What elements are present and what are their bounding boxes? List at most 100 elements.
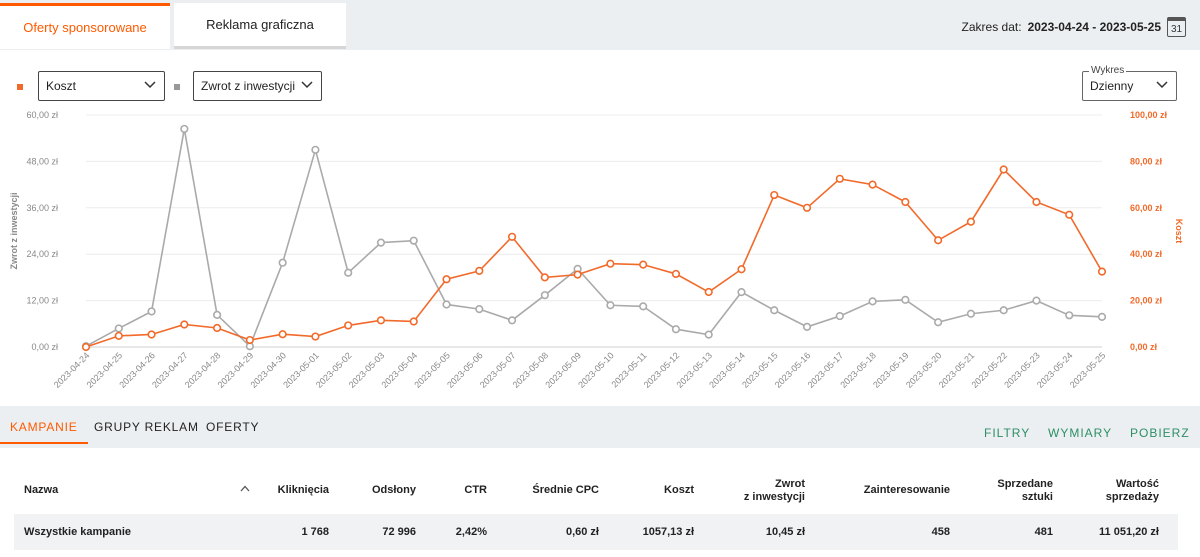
roi-point bbox=[180, 124, 189, 134]
col-value-header-line2: sprzedaży bbox=[1105, 491, 1159, 503]
roi-point bbox=[442, 300, 451, 309]
cost-point bbox=[704, 287, 713, 297]
cost-point bbox=[507, 232, 517, 241]
col-value-header-line1: Wartość bbox=[1116, 478, 1159, 490]
granularity-value: Dzienny bbox=[1090, 79, 1134, 93]
calendar-icon[interactable]: 31 bbox=[1167, 17, 1186, 37]
cost-point bbox=[147, 330, 156, 339]
roi-point bbox=[639, 302, 648, 311]
granularity-select[interactable]: Wykres Dzienny bbox=[1082, 65, 1177, 101]
roi-point bbox=[868, 297, 877, 306]
col-name-header[interactable]: Nazwa bbox=[24, 484, 59, 496]
roi-point bbox=[934, 318, 943, 327]
cost-point bbox=[409, 317, 418, 326]
cost-point bbox=[344, 321, 353, 330]
roi-point bbox=[344, 268, 353, 277]
total-cost: 1057,13 zł bbox=[642, 526, 694, 538]
cost-point bbox=[639, 260, 648, 269]
cost-point bbox=[573, 270, 582, 279]
chevron-down-icon bbox=[1156, 81, 1168, 89]
y-right-axis-title: Koszt bbox=[1174, 219, 1184, 244]
roi-legend-square bbox=[174, 84, 180, 90]
subtab-offers[interactable]: OFERTY bbox=[206, 420, 260, 434]
y-right-tick-label: 0,00 zł bbox=[1130, 342, 1158, 352]
roi-point bbox=[1097, 312, 1107, 321]
cost-point bbox=[212, 323, 222, 333]
subtabs-bar: KAMPANIE GRUPY REKLAM OFERTY FILTRY WYMI… bbox=[0, 406, 1200, 448]
y-left-tick-label: 24,00 zł bbox=[26, 249, 58, 259]
y-left-tick-label: 60,00 zł bbox=[26, 110, 58, 120]
roi-point bbox=[507, 316, 517, 325]
roi-point bbox=[475, 305, 484, 314]
col-views-header[interactable]: Odsłony bbox=[371, 484, 416, 496]
metric2-select[interactable]: Zwrot z inwestycji bbox=[193, 71, 322, 101]
roi-series-line bbox=[85, 128, 1103, 348]
col-roi-header-line1: Zwrot bbox=[775, 478, 805, 490]
cost-point bbox=[868, 180, 877, 189]
col-cost-header[interactable]: Koszt bbox=[664, 484, 694, 496]
granularity-label: Wykres bbox=[1089, 65, 1127, 76]
top-bar: Oferty sponsorowane Reklama graficzna Za… bbox=[0, 0, 1200, 50]
col-cpc-header[interactable]: Średnie CPC bbox=[532, 484, 599, 496]
download-button[interactable]: POBIERZ bbox=[1130, 426, 1190, 440]
total-clicks: 1 768 bbox=[301, 526, 329, 538]
col-value-header[interactable]: Wartość sprzedaży bbox=[1106, 478, 1159, 504]
tab-display-ads[interactable]: Reklama graficzna bbox=[174, 3, 346, 49]
chevron-down-icon bbox=[301, 81, 313, 89]
date-range[interactable]: Zakres dat: 2023-04-24 - 2023-05-25 31 bbox=[962, 17, 1186, 37]
filters-button[interactable]: FILTRY bbox=[984, 426, 1031, 440]
col-clicks-header[interactable]: Kliknięcia bbox=[277, 484, 329, 496]
y-right-tick-label: 100,00 zł bbox=[1130, 110, 1168, 120]
total-ctr: 2,42% bbox=[455, 526, 487, 538]
roi-point bbox=[606, 301, 615, 310]
total-views: 72 996 bbox=[382, 526, 416, 538]
cost-point bbox=[114, 331, 123, 340]
cost-point bbox=[901, 197, 910, 207]
cost-point bbox=[802, 203, 812, 212]
y-left-tick-label: 12,00 zł bbox=[26, 296, 58, 306]
y-right-tick-label: 80,00 zł bbox=[1130, 156, 1163, 166]
y-right-tick-label: 40,00 zł bbox=[1130, 249, 1163, 259]
chart-panel: Koszt Zwrot z inwestycji Wykres Dzienny … bbox=[0, 50, 1200, 406]
roi-point bbox=[147, 307, 156, 316]
y-left-tick-label: 36,00 zł bbox=[26, 203, 58, 213]
roi-point bbox=[704, 330, 713, 339]
roi-point bbox=[737, 287, 746, 297]
col-interest-header[interactable]: Zainteresowanie bbox=[863, 484, 950, 496]
cost-point bbox=[278, 330, 287, 339]
col-sold-header[interactable]: Sprzedane sztuki bbox=[997, 478, 1053, 504]
metric1-select[interactable]: Koszt bbox=[38, 71, 165, 101]
y-left-tick-label: 48,00 zł bbox=[26, 156, 58, 166]
cost-point bbox=[1032, 197, 1041, 207]
campaigns-table: Nazwa Kliknięcia Odsłony CTR Średnie CPC… bbox=[0, 448, 1200, 557]
subtab-ad-groups[interactable]: GRUPY REKLAM bbox=[94, 420, 199, 434]
sort-asc-icon[interactable] bbox=[240, 485, 250, 492]
roi-point bbox=[409, 236, 418, 245]
total-cpc: 0,60 zł bbox=[565, 526, 599, 538]
metric2-value: Zwrot z inwestycji bbox=[201, 79, 296, 93]
total-name: Wszystkie kampanie bbox=[24, 526, 131, 538]
y-left-tick-label: 0,00 zł bbox=[31, 342, 58, 352]
cost-point bbox=[376, 316, 386, 325]
tab-sponsored-offers[interactable]: Oferty sponsorowane bbox=[0, 3, 170, 49]
cost-point bbox=[311, 332, 320, 341]
chevron-down-icon bbox=[144, 81, 156, 89]
roi-point bbox=[999, 306, 1008, 315]
roi-point bbox=[966, 309, 976, 318]
cost-point bbox=[1097, 267, 1107, 276]
y-right-tick-label: 60,00 zł bbox=[1130, 203, 1163, 213]
cost-point bbox=[835, 174, 844, 183]
table-row-total[interactable] bbox=[14, 514, 1178, 550]
y-right-tick-label: 20,00 zł bbox=[1130, 296, 1163, 306]
dimensions-button[interactable]: WYMIARY bbox=[1048, 426, 1113, 440]
metric1-value: Koszt bbox=[46, 79, 77, 93]
cost-point bbox=[81, 342, 91, 352]
subtab-campaigns[interactable]: KAMPANIE bbox=[0, 420, 88, 444]
col-roi-header[interactable]: Zwrot z inwestycji bbox=[744, 478, 805, 504]
cost-point bbox=[999, 165, 1008, 174]
roi-point bbox=[802, 322, 812, 331]
cost-series-line bbox=[85, 168, 1103, 348]
col-ctr-header[interactable]: CTR bbox=[464, 484, 487, 496]
cost-point bbox=[180, 320, 189, 329]
roi-point bbox=[901, 295, 910, 304]
